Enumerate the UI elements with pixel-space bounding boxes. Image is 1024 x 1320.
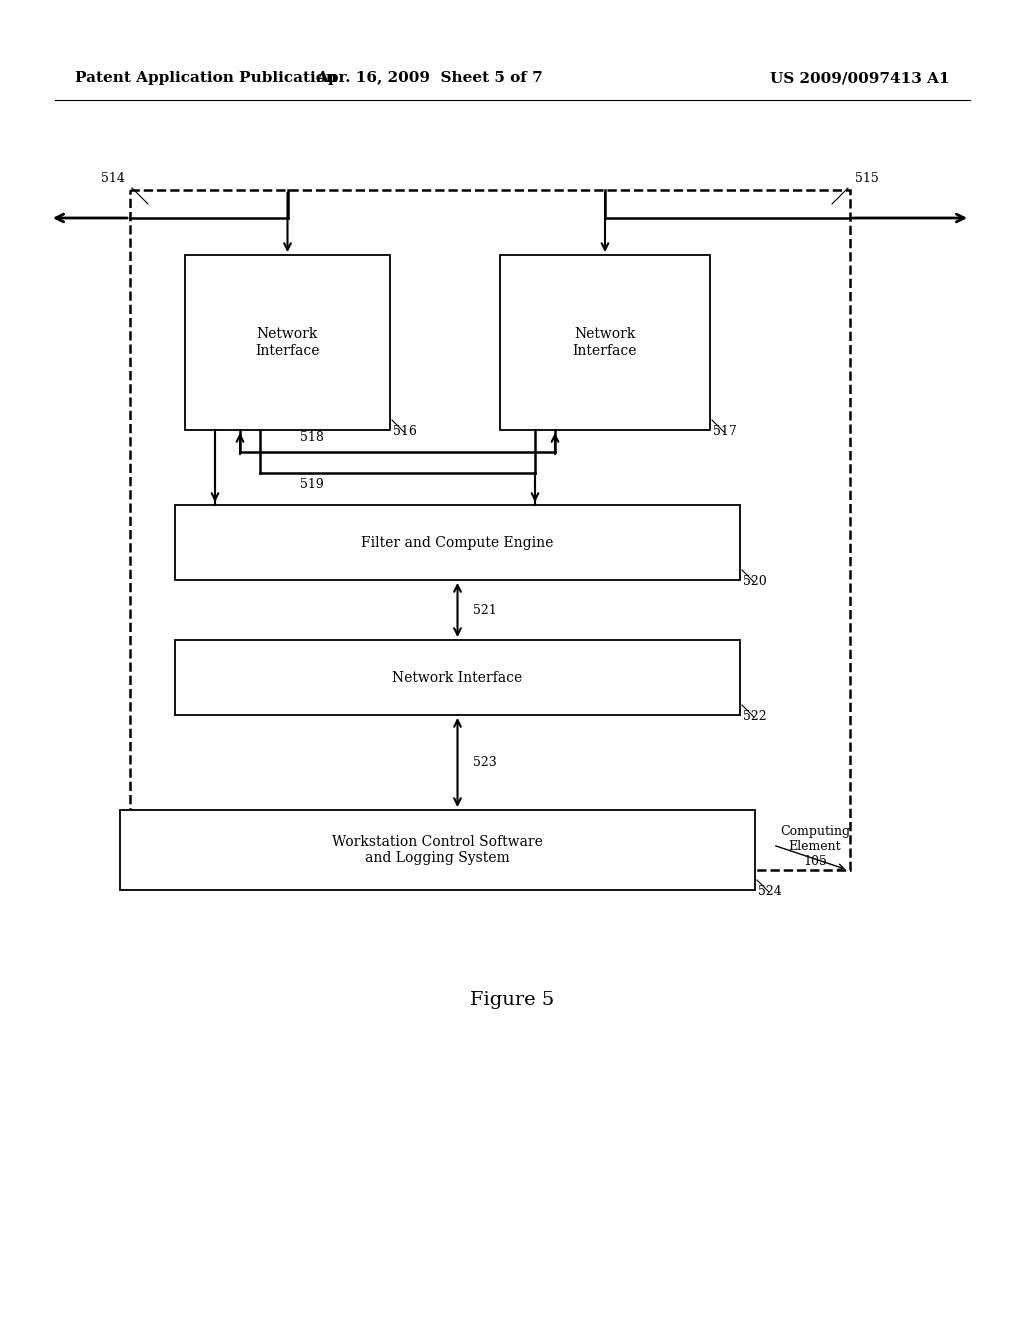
Text: Patent Application Publication: Patent Application Publication xyxy=(75,71,337,84)
Bar xyxy=(175,640,740,715)
Text: Apr. 16, 2009  Sheet 5 of 7: Apr. 16, 2009 Sheet 5 of 7 xyxy=(316,71,544,84)
Text: 514: 514 xyxy=(101,172,125,185)
Text: 519: 519 xyxy=(300,478,324,491)
Text: 524: 524 xyxy=(758,884,781,898)
Bar xyxy=(500,255,710,430)
Bar xyxy=(130,190,850,870)
Text: 521: 521 xyxy=(472,603,497,616)
Text: 516: 516 xyxy=(393,425,417,438)
Text: Computing
Element
105: Computing Element 105 xyxy=(780,825,850,869)
Text: 520: 520 xyxy=(743,576,767,587)
Text: Network Interface: Network Interface xyxy=(392,671,522,685)
Text: Figure 5: Figure 5 xyxy=(470,991,554,1008)
Text: 522: 522 xyxy=(743,710,767,723)
Text: 517: 517 xyxy=(713,425,736,438)
Text: US 2009/0097413 A1: US 2009/0097413 A1 xyxy=(770,71,950,84)
Bar xyxy=(120,810,755,890)
Text: 518: 518 xyxy=(300,432,324,444)
Text: Workstation Control Software
and Logging System: Workstation Control Software and Logging… xyxy=(332,836,543,865)
Bar xyxy=(175,506,740,579)
Text: Filter and Compute Engine: Filter and Compute Engine xyxy=(361,536,554,549)
Text: Network
Interface: Network Interface xyxy=(255,327,319,358)
Text: 523: 523 xyxy=(472,756,497,770)
Text: 515: 515 xyxy=(855,172,879,185)
Bar xyxy=(185,255,390,430)
Text: Network
Interface: Network Interface xyxy=(572,327,637,358)
